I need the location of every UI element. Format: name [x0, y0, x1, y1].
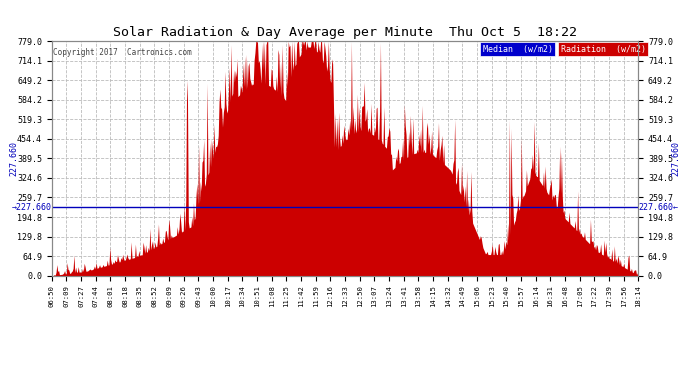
Text: 227.660: 227.660	[672, 141, 681, 176]
Text: →227.660: →227.660	[12, 202, 52, 211]
Text: Radiation  (w/m2): Radiation (w/m2)	[561, 45, 646, 54]
Text: 227.660←: 227.660←	[638, 202, 678, 211]
Text: Copyright 2017  Cartronics.com: Copyright 2017 Cartronics.com	[53, 48, 192, 57]
Title: Solar Radiation & Day Average per Minute  Thu Oct 5  18:22: Solar Radiation & Day Average per Minute…	[113, 26, 577, 39]
Text: 227.660: 227.660	[9, 141, 18, 176]
Text: Median  (w/m2): Median (w/m2)	[483, 45, 553, 54]
